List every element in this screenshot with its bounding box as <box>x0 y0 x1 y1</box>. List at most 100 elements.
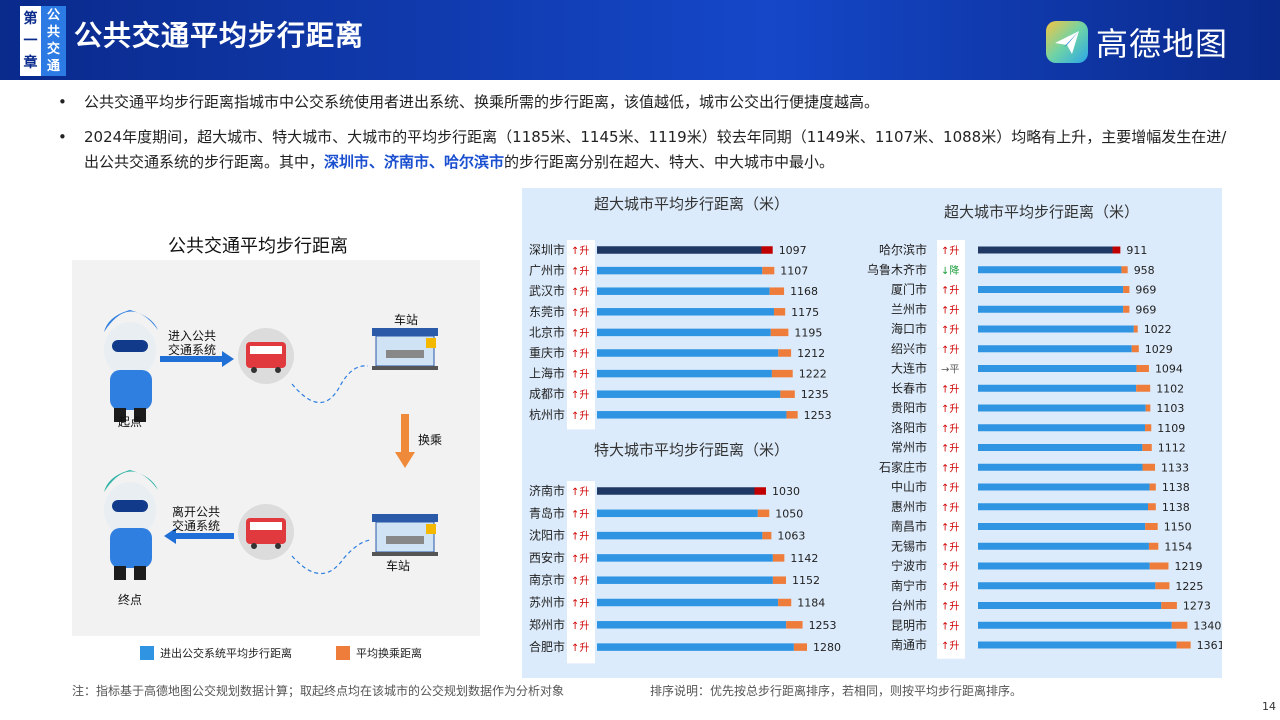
category-label: 昆明市 <box>891 617 927 632</box>
transfer-bar <box>1121 266 1128 274</box>
walk-bar <box>978 602 1162 609</box>
diagram-title: 公共交通平均步行距离 <box>168 236 348 257</box>
walk-bar <box>597 509 758 518</box>
amap-logo: 高德地图 <box>1046 19 1228 65</box>
category-label: 常州市 <box>891 440 927 455</box>
legend-walk: 进出公交系统平均步行距离 <box>140 645 292 661</box>
transfer-bar <box>754 487 766 495</box>
change-label: ↑升 <box>571 642 589 654</box>
transfer-bar <box>1123 286 1130 293</box>
category-label: 深圳市 <box>529 242 565 257</box>
transfer-bar <box>793 643 807 651</box>
change-label: ↑升 <box>941 443 959 455</box>
change-label: ↑升 <box>941 344 959 356</box>
category-label: 苏州市 <box>529 595 565 610</box>
value-label: 1150 <box>1164 521 1192 534</box>
value-label: 1022 <box>1144 323 1172 336</box>
change-label: ↓降 <box>941 264 959 277</box>
walk-bar <box>978 503 1148 511</box>
end-label: 终点 <box>118 592 142 607</box>
change-label: ↑升 <box>571 531 589 543</box>
transfer-bar <box>1171 621 1188 629</box>
change-label: ↑升 <box>941 285 959 297</box>
walk-bar <box>597 308 774 316</box>
category-label: 东莞市 <box>529 304 565 319</box>
value-label: 1225 <box>1175 580 1203 593</box>
value-label: 969 <box>1135 303 1156 316</box>
value-label: 1112 <box>1158 442 1186 455</box>
transfer-bar <box>1155 582 1170 590</box>
walk-bar <box>597 576 773 584</box>
transfer-bar <box>1142 463 1156 471</box>
walk-bar <box>978 542 1149 550</box>
walk-path-bottom <box>291 539 371 575</box>
walk-bar <box>597 487 755 495</box>
station-label: 车站 <box>386 558 410 573</box>
transfer-bar <box>1145 523 1158 530</box>
value-label: 969 <box>1135 284 1156 297</box>
change-label: ↑升 <box>571 286 589 298</box>
transfer-bar <box>761 246 773 254</box>
value-label: 1361 <box>1197 639 1222 652</box>
transfer-bar <box>778 598 792 607</box>
change-label: ↑升 <box>941 482 959 494</box>
legend-swatch-transfer <box>336 646 350 660</box>
transfer-bar <box>772 576 786 584</box>
bar-charts-svg: 深圳市 ↑升 1097 广州市 ↑升 1107 武汉市 ↑升 1168 东莞市 ↑升 1175 北京市 ↑… <box>529 240 1222 664</box>
walk-bar <box>597 598 779 607</box>
walk-path-top <box>291 365 369 403</box>
enter-arrow-icon <box>160 351 234 367</box>
value-label: 1175 <box>791 306 819 319</box>
walk-bar <box>978 404 1146 412</box>
walk-bar <box>597 554 773 562</box>
category-label: 无锡市 <box>891 538 927 553</box>
value-label: 1280 <box>813 641 841 654</box>
change-label: ↑升 <box>941 403 959 415</box>
category-label: 哈尔滨市 <box>879 242 927 257</box>
transfer-bar <box>1123 305 1130 313</box>
value-label: 1152 <box>792 574 820 587</box>
change-label: ↑升 <box>571 620 589 632</box>
change-label: ↑升 <box>941 522 959 534</box>
page-title: 公共交通平均步行距离 <box>74 19 365 52</box>
bullet-dot: • <box>58 93 67 111</box>
bullet-list: • 公共交通平均步行距离指城市中公交系统使用者进出系统、换乘所需的步行距离，该值… <box>58 90 1228 185</box>
value-label: 1029 <box>1145 343 1173 356</box>
category-label: 厦门市 <box>891 282 927 297</box>
change-label: ↑升 <box>941 561 959 573</box>
walk-bar <box>978 305 1124 313</box>
walk-bar <box>978 483 1150 491</box>
walk-bar <box>978 641 1177 649</box>
value-label: 1097 <box>779 244 807 257</box>
walk-bar <box>978 621 1172 629</box>
category-label: 西安市 <box>529 550 565 565</box>
transfer-bar <box>1145 424 1152 432</box>
chart-title-mega: 特大城市平均步行距离（米） <box>594 441 790 459</box>
chart-title-large: 超大城市平均步行距离（米） <box>944 203 1140 221</box>
transfer-bar <box>757 509 770 518</box>
walk-bar <box>978 384 1137 392</box>
start-label: 起点 <box>118 415 142 429</box>
walk-bar <box>597 266 763 275</box>
transfer-bar <box>1133 325 1138 333</box>
change-label: ↑升 <box>941 324 959 336</box>
walk-bar <box>978 266 1122 274</box>
change-label: ↑升 <box>571 327 589 339</box>
category-label: 郑州市 <box>529 617 565 632</box>
bullet-item: • 2024年度期间，超大城市、特大城市、大城市的平均步行距离（1185米、11… <box>58 125 1228 175</box>
category-label: 绍兴市 <box>891 341 927 356</box>
category-label: 沈阳市 <box>529 528 565 543</box>
walk-bar <box>597 390 781 398</box>
bullet-item: • 公共交通平均步行距离指城市中公交系统使用者进出系统、换乘所需的步行距离，该值… <box>58 90 1228 115</box>
transfer-bar <box>770 328 789 337</box>
enter-label: 进入公共 <box>168 329 216 343</box>
change-label: →平 <box>941 365 959 376</box>
charts-panel: 超大城市平均步行距离（米） 特大城市平均步行距离（米） 超大城市平均步行距离（米… <box>522 188 1222 678</box>
walk-bar <box>978 582 1156 590</box>
change-label: ↑升 <box>571 410 589 422</box>
change-label: ↑升 <box>571 575 589 587</box>
walk-bar <box>978 424 1146 432</box>
mascot-start-icon <box>104 310 158 422</box>
category-label: 广州市 <box>529 263 565 278</box>
walk-bar <box>597 621 787 629</box>
